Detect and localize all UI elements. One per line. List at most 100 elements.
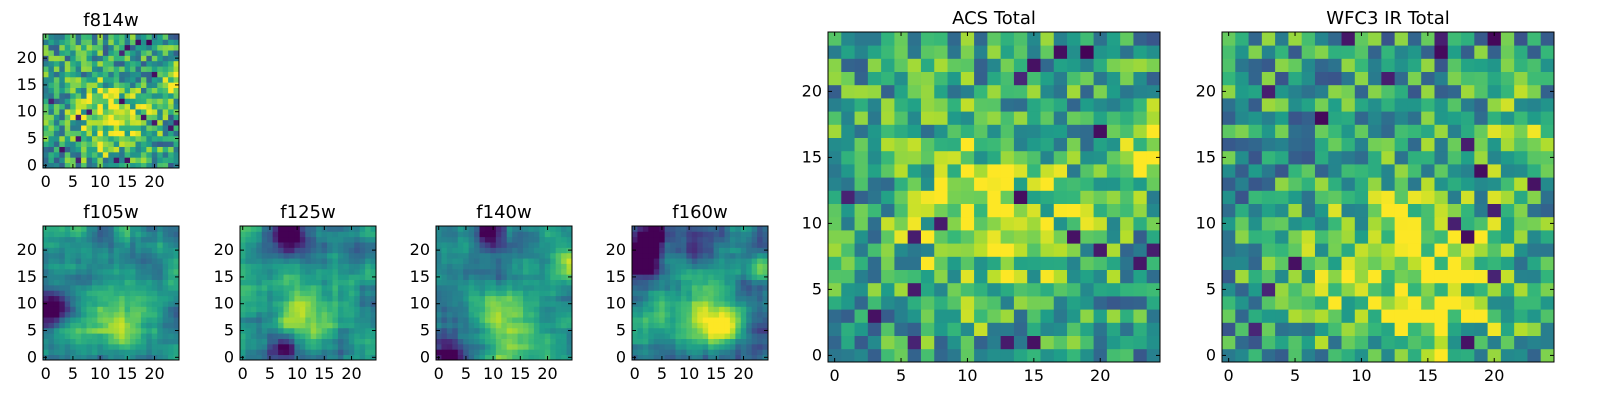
heatmap-cell [632, 295, 638, 302]
heatmap-cell [1394, 150, 1409, 165]
heatmap-cell [920, 230, 935, 244]
heatmap-cell [162, 327, 169, 334]
heatmap-cell [299, 343, 306, 350]
heatmap-cell [1235, 203, 1249, 218]
heatmap-cell [140, 130, 147, 137]
heatmap-cell [86, 71, 93, 78]
heatmap-cell [1000, 58, 1015, 72]
heatmap-cell [157, 247, 164, 254]
heatmap-cell [762, 242, 769, 248]
heatmap-cell [1394, 230, 1409, 244]
heatmap-cell [1275, 32, 1289, 46]
heatmap-cell [1328, 269, 1342, 284]
heatmap-cell [1222, 348, 1236, 363]
heatmap-cell [327, 226, 333, 232]
heatmap-cell [135, 247, 142, 254]
heatmap-cell [987, 137, 1002, 152]
heatmap-cell [321, 236, 328, 243]
heatmap-cell [479, 247, 486, 254]
heatmap-cell [119, 76, 125, 83]
heatmap-cell [1053, 177, 1068, 191]
heatmap-cell [664, 242, 671, 248]
heatmap-cell [81, 242, 87, 248]
heatmap-cell [102, 226, 109, 232]
heatmap-cell [327, 327, 333, 334]
heatmap-cell [907, 32, 922, 46]
heatmap-cell [1067, 309, 1081, 323]
heatmap-cell [1146, 137, 1161, 152]
heatmap-cell [1500, 203, 1515, 218]
heatmap-cell [1381, 71, 1396, 86]
heatmap-cell [740, 231, 747, 238]
heatmap-cell [283, 349, 290, 356]
heatmap-cell [48, 268, 55, 275]
heatmap-cell [354, 338, 361, 345]
heatmap-cell [288, 247, 295, 254]
heatmap-cell [894, 84, 909, 99]
heatmap-cell [506, 252, 513, 259]
heatmap-cell [294, 311, 301, 318]
heatmap-cell [867, 32, 882, 46]
heatmap-cell [490, 252, 497, 259]
x-tick-label: 15 [314, 364, 334, 383]
heatmap-cell [881, 137, 895, 152]
heatmap-cell [250, 242, 257, 248]
heatmap-cell [544, 295, 551, 302]
heatmap-cell [157, 258, 164, 264]
heatmap-cell [250, 279, 257, 286]
heatmap-cell [1013, 177, 1028, 191]
heatmap-cell [151, 98, 158, 105]
heatmap-cell [91, 135, 98, 142]
heatmap-cell [894, 190, 909, 204]
heatmap-cell [1514, 243, 1528, 257]
heatmap-cell [1514, 124, 1528, 138]
heatmap-cell [1040, 335, 1055, 350]
heatmap-cell [533, 247, 540, 254]
heatmap-cell [365, 322, 371, 329]
heatmap-cell [894, 322, 909, 336]
heatmap-cell [566, 317, 573, 323]
heatmap-cell [841, 71, 855, 86]
heatmap-cell [119, 263, 125, 270]
heatmap-cell [1093, 322, 1108, 336]
y-tick-label: 20 [1196, 81, 1216, 100]
heatmap-cell [751, 290, 758, 297]
heatmap-cell [70, 231, 77, 238]
heatmap-cell [108, 242, 115, 248]
heatmap-cell [1248, 309, 1263, 323]
heatmap-cell [1275, 71, 1289, 86]
heatmap-cell [1222, 111, 1236, 125]
heatmap-cell [348, 290, 355, 297]
heatmap-cell [1093, 98, 1108, 112]
heatmap-cell [267, 252, 274, 259]
heatmap-cell [1527, 124, 1542, 138]
heatmap-cell [947, 84, 962, 99]
heatmap-cell [675, 317, 682, 323]
heatmap-cell [299, 279, 306, 286]
heatmap-cell [713, 338, 720, 345]
heatmap-cell [86, 327, 93, 334]
heatmap-cell [854, 58, 869, 72]
heatmap-cell [130, 338, 136, 345]
heatmap-cell [365, 258, 371, 264]
heatmap-cell [1288, 348, 1303, 363]
heatmap-cell [75, 349, 82, 356]
heatmap-cell [740, 290, 747, 297]
heatmap-cell [934, 296, 948, 310]
heatmap-cell [91, 284, 98, 291]
heatmap-cell [278, 327, 284, 334]
heatmap-cell [1314, 45, 1329, 59]
heatmap-cell [881, 150, 895, 165]
heatmap-cell [1447, 58, 1462, 72]
heatmap-cell [337, 354, 344, 361]
axes-frame [827, 31, 1161, 363]
heatmap-cell [157, 151, 164, 158]
heatmap-cell [135, 263, 142, 270]
heatmap-cell [528, 317, 535, 323]
heatmap-cell [934, 124, 948, 138]
heatmap-cell [53, 157, 60, 164]
heatmap-cell [343, 236, 350, 243]
heatmap-cell [446, 247, 453, 254]
heatmap-cell [151, 252, 158, 259]
heatmap-cell [501, 274, 508, 280]
